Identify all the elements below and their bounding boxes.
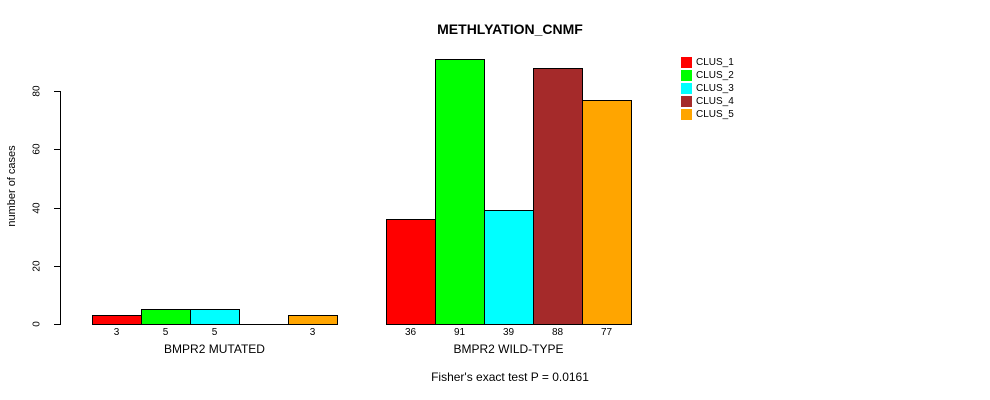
legend-label: CLUS_3 [696,83,734,94]
y-tick-label: 40 [31,201,43,214]
y-axis-line [60,91,61,325]
bar-value-label: 77 [600,327,613,338]
legend-swatch-icon [681,83,692,94]
y-tick [54,324,60,325]
legend-item-clus_1: CLUS_1 [681,56,734,69]
legend-swatch-icon [681,96,692,107]
bar-value-label: 5 [211,327,218,338]
legend-swatch-icon [681,70,692,81]
bar-value-label: 3 [309,327,316,338]
bar-value-label: 88 [551,327,564,338]
y-tick [54,207,60,209]
legend-item-clus_2: CLUS_2 [681,69,734,82]
bar-clus_3-group2 [484,210,534,325]
legend-label: CLUS_1 [696,57,734,68]
legend: CLUS_1 CLUS_2 CLUS_3 CLUS_4 CLUS_5 [681,56,734,121]
bar-clus_3-group1 [190,309,240,325]
bar-clus_2-group1 [141,309,191,325]
bar-clus_5-group1 [288,315,338,325]
legend-item-clus_4: CLUS_4 [681,95,734,108]
group-label-1: BMPR2 MUTATED [164,342,265,356]
y-tick [54,91,60,92]
y-tick-label: 20 [31,260,43,272]
legend-label: CLUS_4 [696,96,734,107]
y-tick-label: 80 [31,85,43,97]
bar-value-label: 3 [113,327,120,338]
legend-label: CLUS_2 [696,70,734,81]
y-tick [54,265,60,267]
bar-value-label: 39 [502,327,515,338]
chart-title: METHLYATION_CNMF [437,21,583,37]
bar-clus_2-group2 [435,59,485,325]
y-tick-label: 60 [31,143,43,155]
footer-annotation: Fisher's exact test P = 0.0161 [431,370,589,384]
bar-value-label: 91 [453,327,466,338]
bar-clus_1-group1 [92,315,142,325]
bar-clus_5-group2 [582,100,632,325]
bar-clus_1-group2 [386,219,436,325]
y-axis-label: number of cases [6,145,18,227]
group-label-2: BMPR2 WILD-TYPE [453,342,564,356]
y-tick-label: 0 [31,321,43,327]
bar-clus_4-group2 [533,68,583,325]
legend-label: CLUS_5 [696,109,734,120]
bar-value-label: 5 [162,327,169,338]
legend-item-clus_3: CLUS_3 [681,82,734,95]
bar-value-label: 36 [404,327,417,338]
legend-swatch-icon [681,57,692,68]
y-tick [54,149,60,151]
legend-item-clus_5: CLUS_5 [681,108,734,121]
legend-swatch-icon [681,109,692,120]
